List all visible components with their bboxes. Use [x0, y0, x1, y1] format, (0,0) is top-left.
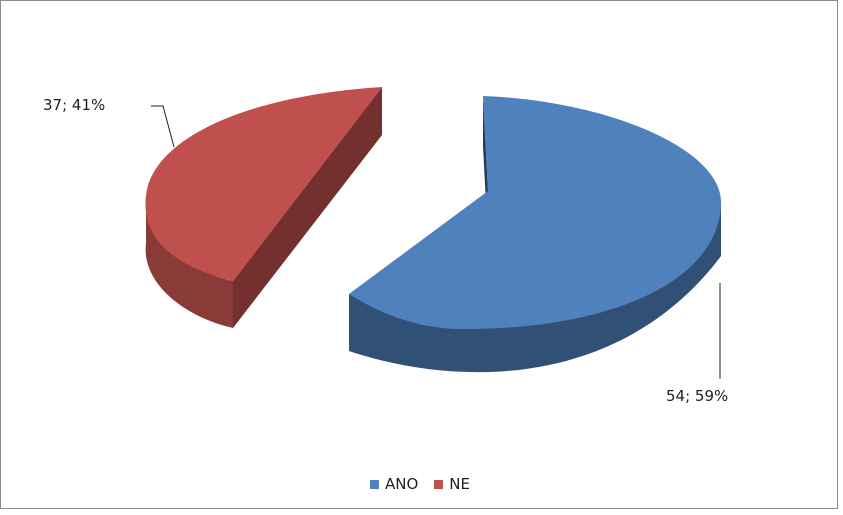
slice-ne [145, 87, 382, 328]
legend-label-ne: NE [449, 475, 470, 493]
legend-swatch-ne [434, 479, 444, 489]
legend-item-ano: ANO [370, 475, 418, 493]
legend-swatch-ano [370, 479, 379, 489]
slice-ano-side [349, 206, 721, 373]
legend: ANO NE [1, 475, 839, 493]
legend-item-ne: NE [434, 475, 470, 493]
slice-ne-inner-face [233, 87, 382, 328]
legend-label-ano: ANO [385, 475, 419, 493]
data-label-ne: 37; 41% [43, 96, 105, 114]
slice-ano-top [349, 96, 722, 330]
data-label-ano: 54; 59% [666, 387, 728, 405]
slice-ne-side [145, 196, 233, 328]
leader-line-ne [151, 105, 175, 148]
slice-ne-top [145, 87, 382, 281]
slice-ano [349, 96, 722, 373]
